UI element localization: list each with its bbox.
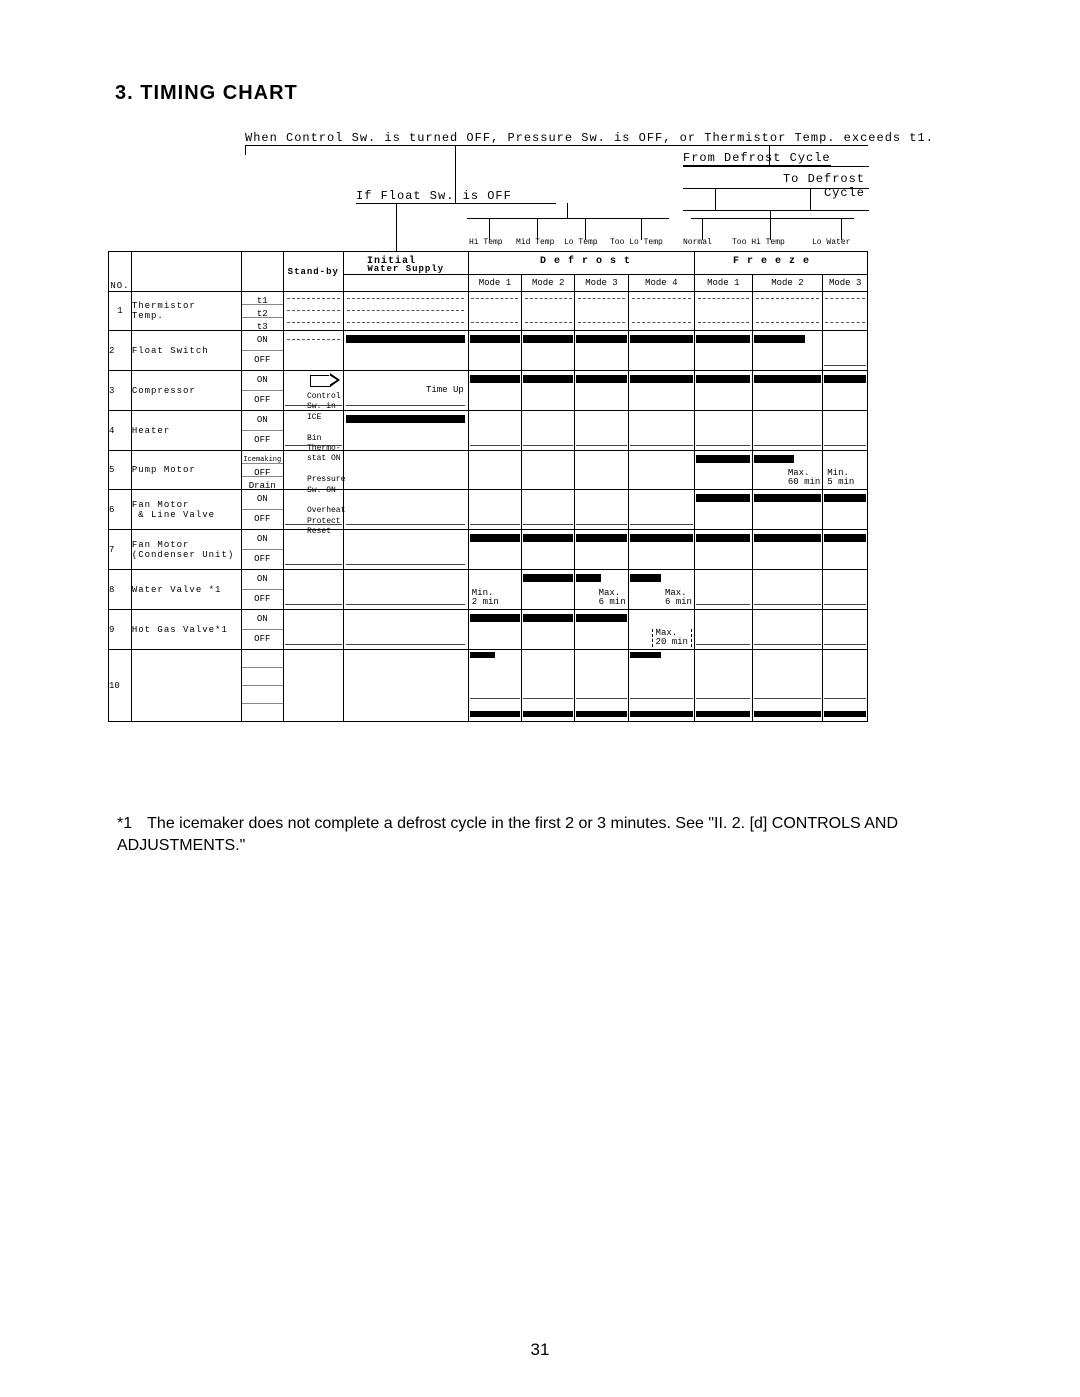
from-defrost-label: From Defrost Cycle [683, 151, 831, 166]
r5-ice: Icemaking [242, 451, 283, 464]
row7-name: Fan Motor(Condenser Unit) [131, 530, 241, 570]
hdr-standby: Stand-by [283, 252, 343, 292]
timing-chart-table: NO. Stand-by Water Supply Mode 1 Mode 2 … [108, 251, 868, 722]
hdr-water-supply: Water Supply [343, 252, 468, 275]
min5-label: Min.5 min [827, 469, 854, 487]
d-m3 [585, 218, 586, 240]
row3-no: 3 [109, 371, 132, 411]
to-h2 [683, 210, 869, 211]
r6-off: OFF [242, 510, 283, 529]
float-v [396, 203, 397, 251]
d-mode2: Mode 2 [522, 275, 575, 292]
row1-name: ThermistorTemp. [131, 292, 241, 331]
row5-name: Pump Motor [131, 451, 241, 490]
d-m2 [537, 218, 538, 240]
r1-t3: t3 [242, 318, 283, 330]
f-root [770, 210, 771, 218]
side-notes-text: Control Sw. in ICE Bin Thermo- stat ON P… [307, 392, 357, 537]
tree-v2 [455, 145, 456, 203]
r4-on: ON [242, 411, 283, 431]
tree-v1 [245, 145, 246, 155]
row7-no: 7 [109, 530, 132, 570]
d-m1 [489, 218, 490, 240]
page-number: 31 [0, 1340, 1080, 1360]
temp-hi: Hi Temp [469, 238, 503, 247]
temp-toohi: Too Hi Temp [732, 238, 785, 247]
r3-on: ON [242, 371, 283, 391]
page-title: 3. TIMING CHART [115, 82, 298, 105]
row3-name: Compressor [131, 371, 241, 411]
time-up-label: Time Up [426, 385, 464, 395]
temp-mid: Mid Temp [516, 238, 554, 247]
float-h [356, 203, 556, 204]
to-defrost-label: To Defrost Cycle [745, 172, 865, 200]
row2-no: 2 [109, 331, 132, 371]
row9-name: Hot Gas Valve*1 [131, 610, 241, 650]
f-mode1: Mode 1 [694, 275, 752, 292]
to-v2 [810, 188, 811, 210]
row4-name: Heater [131, 411, 241, 451]
row6-no: 6 [109, 490, 132, 530]
standby-arrow-icon [310, 373, 340, 387]
temp-lo: Lo Temp [564, 238, 598, 247]
r8-on: ON [242, 570, 283, 590]
footnote-mark: *1 [117, 813, 143, 835]
tree-v3 [769, 145, 770, 166]
d-mode4: Mode 4 [628, 275, 694, 292]
top-condition-note: When Control Sw. is turned OFF, Pressure… [245, 131, 934, 145]
row9-no: 9 [109, 610, 132, 650]
row2-name: Float Switch [131, 331, 241, 371]
r3-off: OFF [242, 391, 283, 410]
r9-on: ON [242, 610, 283, 630]
r7-on: ON [242, 530, 283, 550]
f-m1 [702, 218, 703, 240]
footnote-text: The icemaker does not complete a defrost… [117, 815, 898, 854]
f-m3 [841, 218, 842, 240]
r9-off: OFF [242, 630, 283, 649]
r4-off: OFF [242, 431, 283, 450]
from-h [683, 166, 869, 167]
r5-off: OFF [242, 464, 283, 477]
temp-toolo: Too Lo Temp [610, 238, 663, 247]
tree-top-h [245, 145, 868, 146]
hdr-no: NO. [109, 252, 132, 292]
temp-norm: Normal [683, 238, 712, 247]
r1-t1: t1 [242, 292, 283, 305]
float-off-label: If Float Sw. is OFF [356, 189, 512, 204]
r5-drain: Drain [242, 477, 283, 489]
max60-label: Max.60 min [788, 469, 820, 487]
r2-on: ON [242, 331, 283, 351]
r8-off: OFF [242, 590, 283, 609]
r6-on: ON [242, 490, 283, 510]
d-mode1: Mode 1 [468, 275, 521, 292]
to-v1 [715, 188, 716, 210]
row4-no: 4 [109, 411, 132, 451]
d-mode3: Mode 3 [575, 275, 628, 292]
r2-off: OFF [242, 351, 283, 370]
max6b-label: Max.6 min [665, 589, 692, 607]
defrost-span [467, 218, 669, 219]
row6-name: Fan Motor & Line Valve [131, 490, 241, 530]
max6a-label: Max.6 min [599, 589, 626, 607]
footnote: *1 The icemaker does not complete a defr… [117, 813, 990, 858]
row8-no: 8 [109, 570, 132, 610]
max20-label: Max.20 min [652, 629, 692, 647]
f-mode2: Mode 2 [752, 275, 823, 292]
d-root [567, 203, 568, 218]
f-mode3: Mode 3 [823, 275, 868, 292]
row1-no: 1 [109, 292, 132, 331]
r7-off: OFF [242, 550, 283, 569]
row5-no: 5 [109, 451, 132, 490]
row8-name: Water Valve *1 [131, 570, 241, 610]
min2-label: Min.2 min [472, 589, 499, 607]
f-m2 [770, 218, 771, 240]
temp-lowater: Lo Water [812, 238, 850, 247]
d-m4 [641, 218, 642, 240]
row10-no: 10 [109, 650, 132, 722]
freeze-span [691, 218, 854, 219]
to-cycle-underline [683, 188, 869, 189]
r1-t2: t2 [242, 305, 283, 318]
